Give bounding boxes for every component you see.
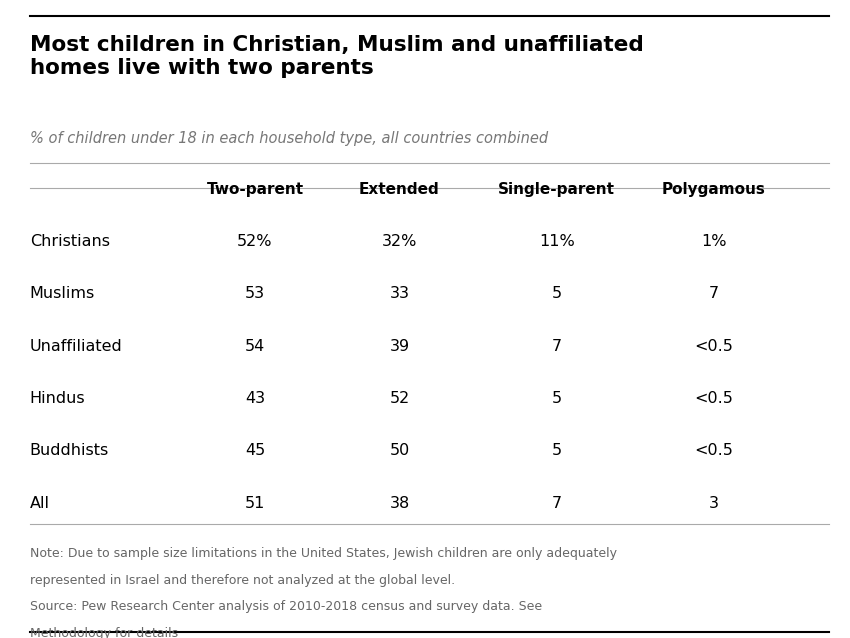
Text: Most children in Christian, Muslim and unaffiliated
homes live with two parents: Most children in Christian, Muslim and u… [30, 35, 643, 78]
Text: Christians: Christians [30, 234, 110, 249]
Text: 45: 45 [245, 443, 265, 459]
Text: 50: 50 [389, 443, 410, 459]
Text: 52: 52 [389, 391, 410, 406]
Text: Polygamous: Polygamous [662, 182, 766, 197]
Text: 7: 7 [709, 286, 719, 302]
Text: 51: 51 [245, 496, 265, 511]
Text: 52%: 52% [237, 234, 273, 249]
Text: 1%: 1% [701, 234, 727, 249]
Text: 39: 39 [389, 339, 410, 354]
Text: Single-parent: Single-parent [498, 182, 615, 197]
Text: 33: 33 [389, 286, 410, 302]
Text: 38: 38 [389, 496, 410, 511]
Text: 43: 43 [245, 391, 265, 406]
Text: 7: 7 [552, 339, 562, 354]
Text: <0.5: <0.5 [694, 339, 734, 354]
Text: All: All [30, 496, 50, 511]
Text: Two-parent: Two-parent [207, 182, 303, 197]
Text: 5: 5 [552, 443, 562, 459]
Text: Extended: Extended [359, 182, 440, 197]
Text: <0.5: <0.5 [694, 391, 734, 406]
Text: Source: Pew Research Center analysis of 2010-2018 census and survey data. See: Source: Pew Research Center analysis of … [30, 600, 542, 613]
Text: 11%: 11% [539, 234, 575, 249]
Text: Hindus: Hindus [30, 391, 85, 406]
Text: 54: 54 [245, 339, 265, 354]
Text: 3: 3 [709, 496, 719, 511]
Text: Buddhists: Buddhists [30, 443, 109, 459]
Text: Muslims: Muslims [30, 286, 95, 302]
Text: Unaffiliated: Unaffiliated [30, 339, 122, 354]
Text: 53: 53 [245, 286, 265, 302]
Text: represented in Israel and therefore not analyzed at the global level.: represented in Israel and therefore not … [30, 574, 455, 586]
Text: % of children under 18 in each household type, all countries combined: % of children under 18 in each household… [30, 131, 548, 146]
Text: 5: 5 [552, 286, 562, 302]
Text: <0.5: <0.5 [694, 443, 734, 459]
Text: Note: Due to sample size limitations in the United States, Jewish children are o: Note: Due to sample size limitations in … [30, 547, 617, 560]
Text: 32%: 32% [382, 234, 417, 249]
Text: Methodology for details: Methodology for details [30, 627, 178, 638]
Text: 7: 7 [552, 496, 562, 511]
Text: 5: 5 [552, 391, 562, 406]
